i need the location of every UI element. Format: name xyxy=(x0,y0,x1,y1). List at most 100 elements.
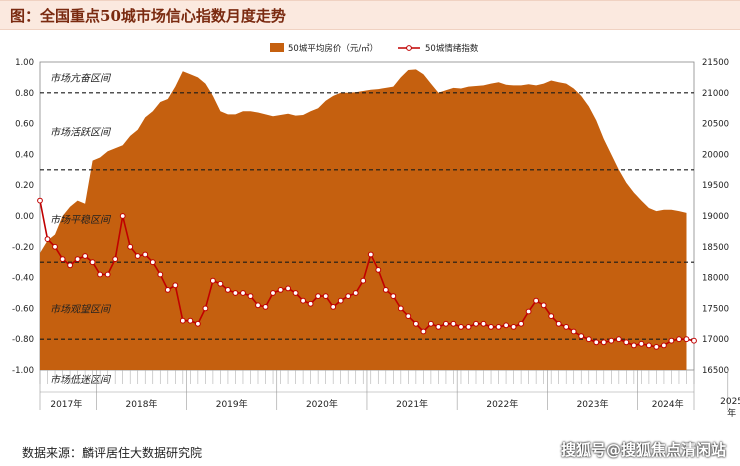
sentiment-point xyxy=(202,305,209,312)
sentiment-point xyxy=(533,297,539,304)
sentiment-point xyxy=(443,320,449,327)
year-label: 2018年 xyxy=(126,398,158,410)
sentiment-point xyxy=(600,339,607,346)
sentiment-point xyxy=(608,337,615,344)
sentiment-point xyxy=(525,308,532,315)
year-label: 2019年 xyxy=(216,398,248,410)
sentiment-point xyxy=(59,256,66,263)
zone-label-2: 市场平稳区间 xyxy=(50,214,112,226)
sentiment-point xyxy=(285,285,292,292)
sentiment-line-path xyxy=(39,200,695,348)
sentiment-line xyxy=(37,197,697,350)
sentiment-point xyxy=(255,302,261,309)
sentiment-point xyxy=(97,271,103,278)
left-tick-label: 0.80 xyxy=(15,89,34,99)
sentiment-point xyxy=(578,333,585,340)
sentiment-point xyxy=(37,197,43,204)
year-label: 2021年 xyxy=(396,398,428,410)
sentiment-point xyxy=(104,271,111,278)
sentiment-point xyxy=(503,322,510,329)
sentiment-point xyxy=(563,324,570,330)
right-tick-label: 18000 xyxy=(702,274,729,284)
sentiment-point xyxy=(397,305,404,312)
sentiment-point xyxy=(390,293,397,300)
sentiment-point xyxy=(473,320,479,327)
sentiment-point xyxy=(157,271,164,278)
right-tick-label: 17500 xyxy=(702,304,729,314)
price-area-shape xyxy=(40,69,687,371)
sentiment-point xyxy=(661,342,667,349)
sentiment-point xyxy=(435,324,442,330)
sentiment-point xyxy=(127,243,134,250)
sentiment-point xyxy=(82,253,88,259)
sentiment-point xyxy=(683,336,690,343)
sentiment-point xyxy=(300,297,307,304)
sentiment-point xyxy=(210,277,216,284)
year-label: 2020年 xyxy=(306,398,338,410)
right-tick-label: 19500 xyxy=(702,181,729,191)
sentiment-point xyxy=(119,213,126,219)
legend-line-marker xyxy=(406,45,412,51)
left-tick-label: 0.60 xyxy=(15,120,34,130)
sentiment-point xyxy=(676,336,682,343)
sentiment-point xyxy=(352,290,359,296)
right-tick-label: 20000 xyxy=(702,150,729,160)
sentiment-point xyxy=(179,317,186,324)
sentiment-point xyxy=(646,342,652,349)
sentiment-point xyxy=(112,256,119,263)
sentiment-point xyxy=(615,336,622,343)
left-tick-label: -0.80 xyxy=(12,335,34,345)
year-label: 2022年 xyxy=(486,398,518,410)
right-tick-label: 20500 xyxy=(702,120,729,130)
sentiment-point xyxy=(247,293,254,300)
sentiment-point xyxy=(540,302,547,309)
sentiment-point xyxy=(89,259,96,266)
sentiment-point xyxy=(360,277,367,284)
left-tick-label: 0.40 xyxy=(15,150,34,160)
year-label: 2023年 xyxy=(577,398,609,410)
left-tick-label: -0.60 xyxy=(12,304,34,314)
sentiment-point xyxy=(240,290,246,296)
sentiment-point xyxy=(187,317,194,324)
sentiment-point xyxy=(691,337,697,344)
data-source: 数据来源：麟评居住大数据研究院 xyxy=(22,446,203,460)
sentiment-point xyxy=(134,253,141,259)
sentiment-point xyxy=(232,290,239,296)
sentiment-point xyxy=(337,297,344,304)
sentiment-point xyxy=(217,280,224,287)
sentiment-point xyxy=(631,342,637,349)
right-tick-label: 21500 xyxy=(702,58,729,68)
sentiment-point xyxy=(375,267,382,273)
left-tick-label: -0.40 xyxy=(12,274,34,284)
sentiment-point xyxy=(518,320,524,327)
sentiment-point xyxy=(52,243,58,250)
price-area xyxy=(40,69,687,371)
sentiment-point xyxy=(428,320,434,327)
sentiment-point xyxy=(465,324,472,330)
right-tick-label: 18500 xyxy=(702,243,729,253)
sentiment-point xyxy=(315,293,322,300)
sentiment-point xyxy=(195,320,201,327)
sentiment-point xyxy=(555,320,562,327)
sentiment-point xyxy=(149,259,156,266)
right-tick-label: 17000 xyxy=(702,335,729,345)
legend-line-label: 50城情绪指数 xyxy=(425,43,479,54)
sentiment-point xyxy=(67,262,73,269)
left-tick-label: 0.00 xyxy=(15,212,34,222)
right-tick-label: 16500 xyxy=(702,366,729,376)
year-label-suffix: 年 xyxy=(727,407,736,419)
sentiment-point xyxy=(458,324,464,330)
zone-label-3: 市场观望区间 xyxy=(50,303,112,315)
sentiment-point xyxy=(330,304,337,310)
sentiment-point xyxy=(480,320,487,327)
legend: 50城平均房价（元/㎡） 50城情绪指数 xyxy=(270,43,479,54)
sentiment-point xyxy=(638,340,645,347)
sentiment-point xyxy=(262,304,269,310)
sentiment-point xyxy=(44,236,51,243)
chart-title: 图：全国重点50城市场信心指数月度走势 xyxy=(10,7,286,25)
sentiment-point xyxy=(292,290,299,296)
sentiment-point xyxy=(277,287,284,293)
left-tick-label: -1.00 xyxy=(12,366,34,376)
sentiment-point xyxy=(74,256,81,263)
right-tick-label: 21000 xyxy=(702,89,729,99)
